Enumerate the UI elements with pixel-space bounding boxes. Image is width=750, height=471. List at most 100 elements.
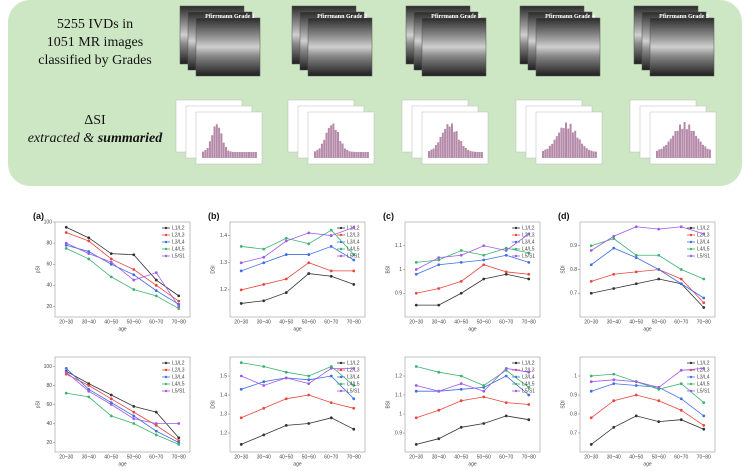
legend-label: L4/L5 xyxy=(697,246,710,252)
legend-marker xyxy=(164,233,168,237)
histogram-bar xyxy=(667,141,670,158)
legend-label: L5/S1 xyxy=(697,253,710,259)
data-point xyxy=(87,236,91,240)
legend-label: L3/L4 xyxy=(697,374,710,380)
histogram-bar xyxy=(346,149,349,158)
legend-label: L3/L4 xyxy=(522,374,535,380)
data-point xyxy=(177,436,181,440)
data-point xyxy=(702,424,706,427)
data-point xyxy=(177,305,181,308)
x-tick-label: 20~30 xyxy=(234,319,248,325)
x-tick-label: 60~70 xyxy=(149,454,163,460)
x-tick-label: 40~50 xyxy=(279,319,293,325)
data-point xyxy=(679,397,683,401)
data-point xyxy=(679,225,683,229)
series-line xyxy=(416,415,529,445)
x-tick-label: 60~70 xyxy=(674,454,688,460)
data-point xyxy=(527,403,531,406)
data-point xyxy=(352,269,356,273)
x-tick-label: 30~40 xyxy=(607,454,621,460)
y-tick-label: 1.2 xyxy=(395,373,402,379)
histogram-bar xyxy=(590,150,593,158)
data-point xyxy=(262,283,266,286)
series-line xyxy=(66,242,180,307)
data-point xyxy=(504,246,508,250)
data-point xyxy=(307,261,311,265)
legend-label: L2/L3 xyxy=(347,232,360,238)
y-tick-label: 0.7 xyxy=(570,291,577,297)
histogram-bar xyxy=(252,152,255,158)
data-point xyxy=(284,277,288,281)
data-point xyxy=(459,279,463,283)
data-point xyxy=(132,414,136,418)
legend-label: L2/L3 xyxy=(697,232,710,238)
series-line xyxy=(591,269,705,304)
histogram-bar xyxy=(215,124,218,158)
histogram-bar xyxy=(548,145,551,158)
y-tick-label: 0.9 xyxy=(395,291,402,297)
data-point xyxy=(527,260,531,264)
histogram-bar xyxy=(480,151,483,158)
x-tick-label: 50~60 xyxy=(302,454,316,460)
y-axis-label: DSI xyxy=(210,265,216,273)
y-tick-label: 1 xyxy=(399,411,402,417)
data-point xyxy=(109,393,113,397)
x-tick-label: 70~80 xyxy=(697,319,711,325)
plot-frame xyxy=(404,356,541,453)
data-point xyxy=(262,384,266,387)
data-point xyxy=(612,237,616,241)
y-tick-label: 1 xyxy=(574,373,577,379)
histogram-bar xyxy=(453,131,456,158)
histogram-bar xyxy=(578,139,581,158)
data-point xyxy=(634,256,638,260)
data-point xyxy=(329,228,333,232)
y-axis-label: pSI xyxy=(35,266,41,274)
data-point xyxy=(504,253,508,257)
x-axis-label: age xyxy=(643,326,652,332)
x-tick-label: 40~50 xyxy=(279,454,293,460)
legend-marker xyxy=(689,226,693,230)
series-line xyxy=(416,254,529,275)
data-point xyxy=(262,261,266,265)
data-point xyxy=(262,380,266,384)
histogram-bar xyxy=(357,151,360,158)
data-point xyxy=(329,374,333,378)
data-point xyxy=(239,302,243,305)
x-tick-label: 20~30 xyxy=(584,319,598,325)
data-point xyxy=(414,268,418,271)
legend-label: L3/L4 xyxy=(172,374,185,380)
data-point xyxy=(87,395,91,399)
data-point xyxy=(109,252,113,256)
data-point xyxy=(482,263,486,267)
legend-label: L1/L2 xyxy=(697,360,710,366)
data-point xyxy=(177,307,181,310)
data-point xyxy=(64,231,68,234)
data-point xyxy=(702,367,706,370)
histogram-bar xyxy=(341,143,344,158)
x-axis-label: age xyxy=(293,461,302,467)
histogram-bar xyxy=(542,150,544,158)
histogram-bar xyxy=(434,145,437,158)
data-point xyxy=(64,241,68,245)
legend-marker xyxy=(164,254,168,258)
histogram-bar xyxy=(674,131,677,158)
data-point xyxy=(414,389,418,393)
histogram-bar xyxy=(574,130,577,158)
data-point xyxy=(459,249,463,252)
data-point xyxy=(612,287,616,290)
histogram-bar xyxy=(669,138,672,158)
histogram-bar xyxy=(688,124,691,158)
histogram-bar xyxy=(334,129,337,158)
grade-label: Pfirrmann Grade 3 xyxy=(431,14,481,20)
data-point xyxy=(329,367,333,370)
data-point xyxy=(589,279,593,283)
histogram-bar xyxy=(457,139,460,158)
series-line xyxy=(66,244,179,305)
histogram-bar xyxy=(364,151,367,158)
data-point xyxy=(132,268,136,271)
histogram-bar xyxy=(679,124,681,158)
series-line xyxy=(241,367,354,386)
legend-label: L1/L2 xyxy=(522,360,535,366)
data-point xyxy=(87,384,91,387)
data-point xyxy=(307,374,311,378)
